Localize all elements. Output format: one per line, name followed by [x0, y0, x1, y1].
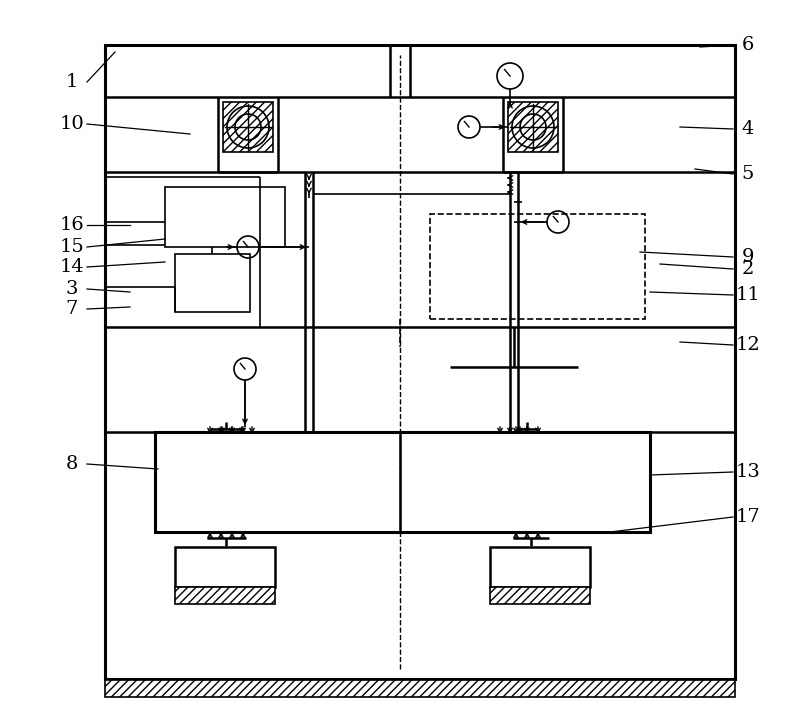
Bar — [430, 214, 645, 319]
Bar — [508, 102, 558, 152]
Bar — [105, 680, 735, 697]
Text: 13: 13 — [735, 463, 761, 481]
Text: 1: 1 — [66, 73, 78, 91]
Bar — [175, 587, 275, 604]
Bar — [223, 102, 273, 152]
Text: 15: 15 — [60, 238, 84, 256]
Bar — [490, 547, 590, 587]
Text: 14: 14 — [60, 258, 84, 276]
Bar — [175, 254, 250, 312]
Text: 11: 11 — [736, 286, 760, 304]
Bar — [165, 187, 285, 247]
Text: 5: 5 — [742, 165, 754, 183]
Text: 7: 7 — [66, 300, 78, 318]
Text: 6: 6 — [742, 36, 754, 54]
Text: 9: 9 — [742, 248, 754, 266]
Text: 3: 3 — [66, 280, 78, 298]
Text: 16: 16 — [60, 216, 84, 234]
Bar — [490, 587, 590, 604]
Text: 4: 4 — [742, 120, 754, 138]
Bar — [155, 432, 650, 532]
Bar — [105, 45, 735, 679]
Text: 2: 2 — [742, 260, 754, 278]
Bar — [175, 547, 275, 587]
Text: 10: 10 — [60, 115, 84, 133]
Text: 17: 17 — [736, 508, 760, 526]
Text: 8: 8 — [66, 455, 78, 473]
Text: 12: 12 — [736, 336, 760, 354]
